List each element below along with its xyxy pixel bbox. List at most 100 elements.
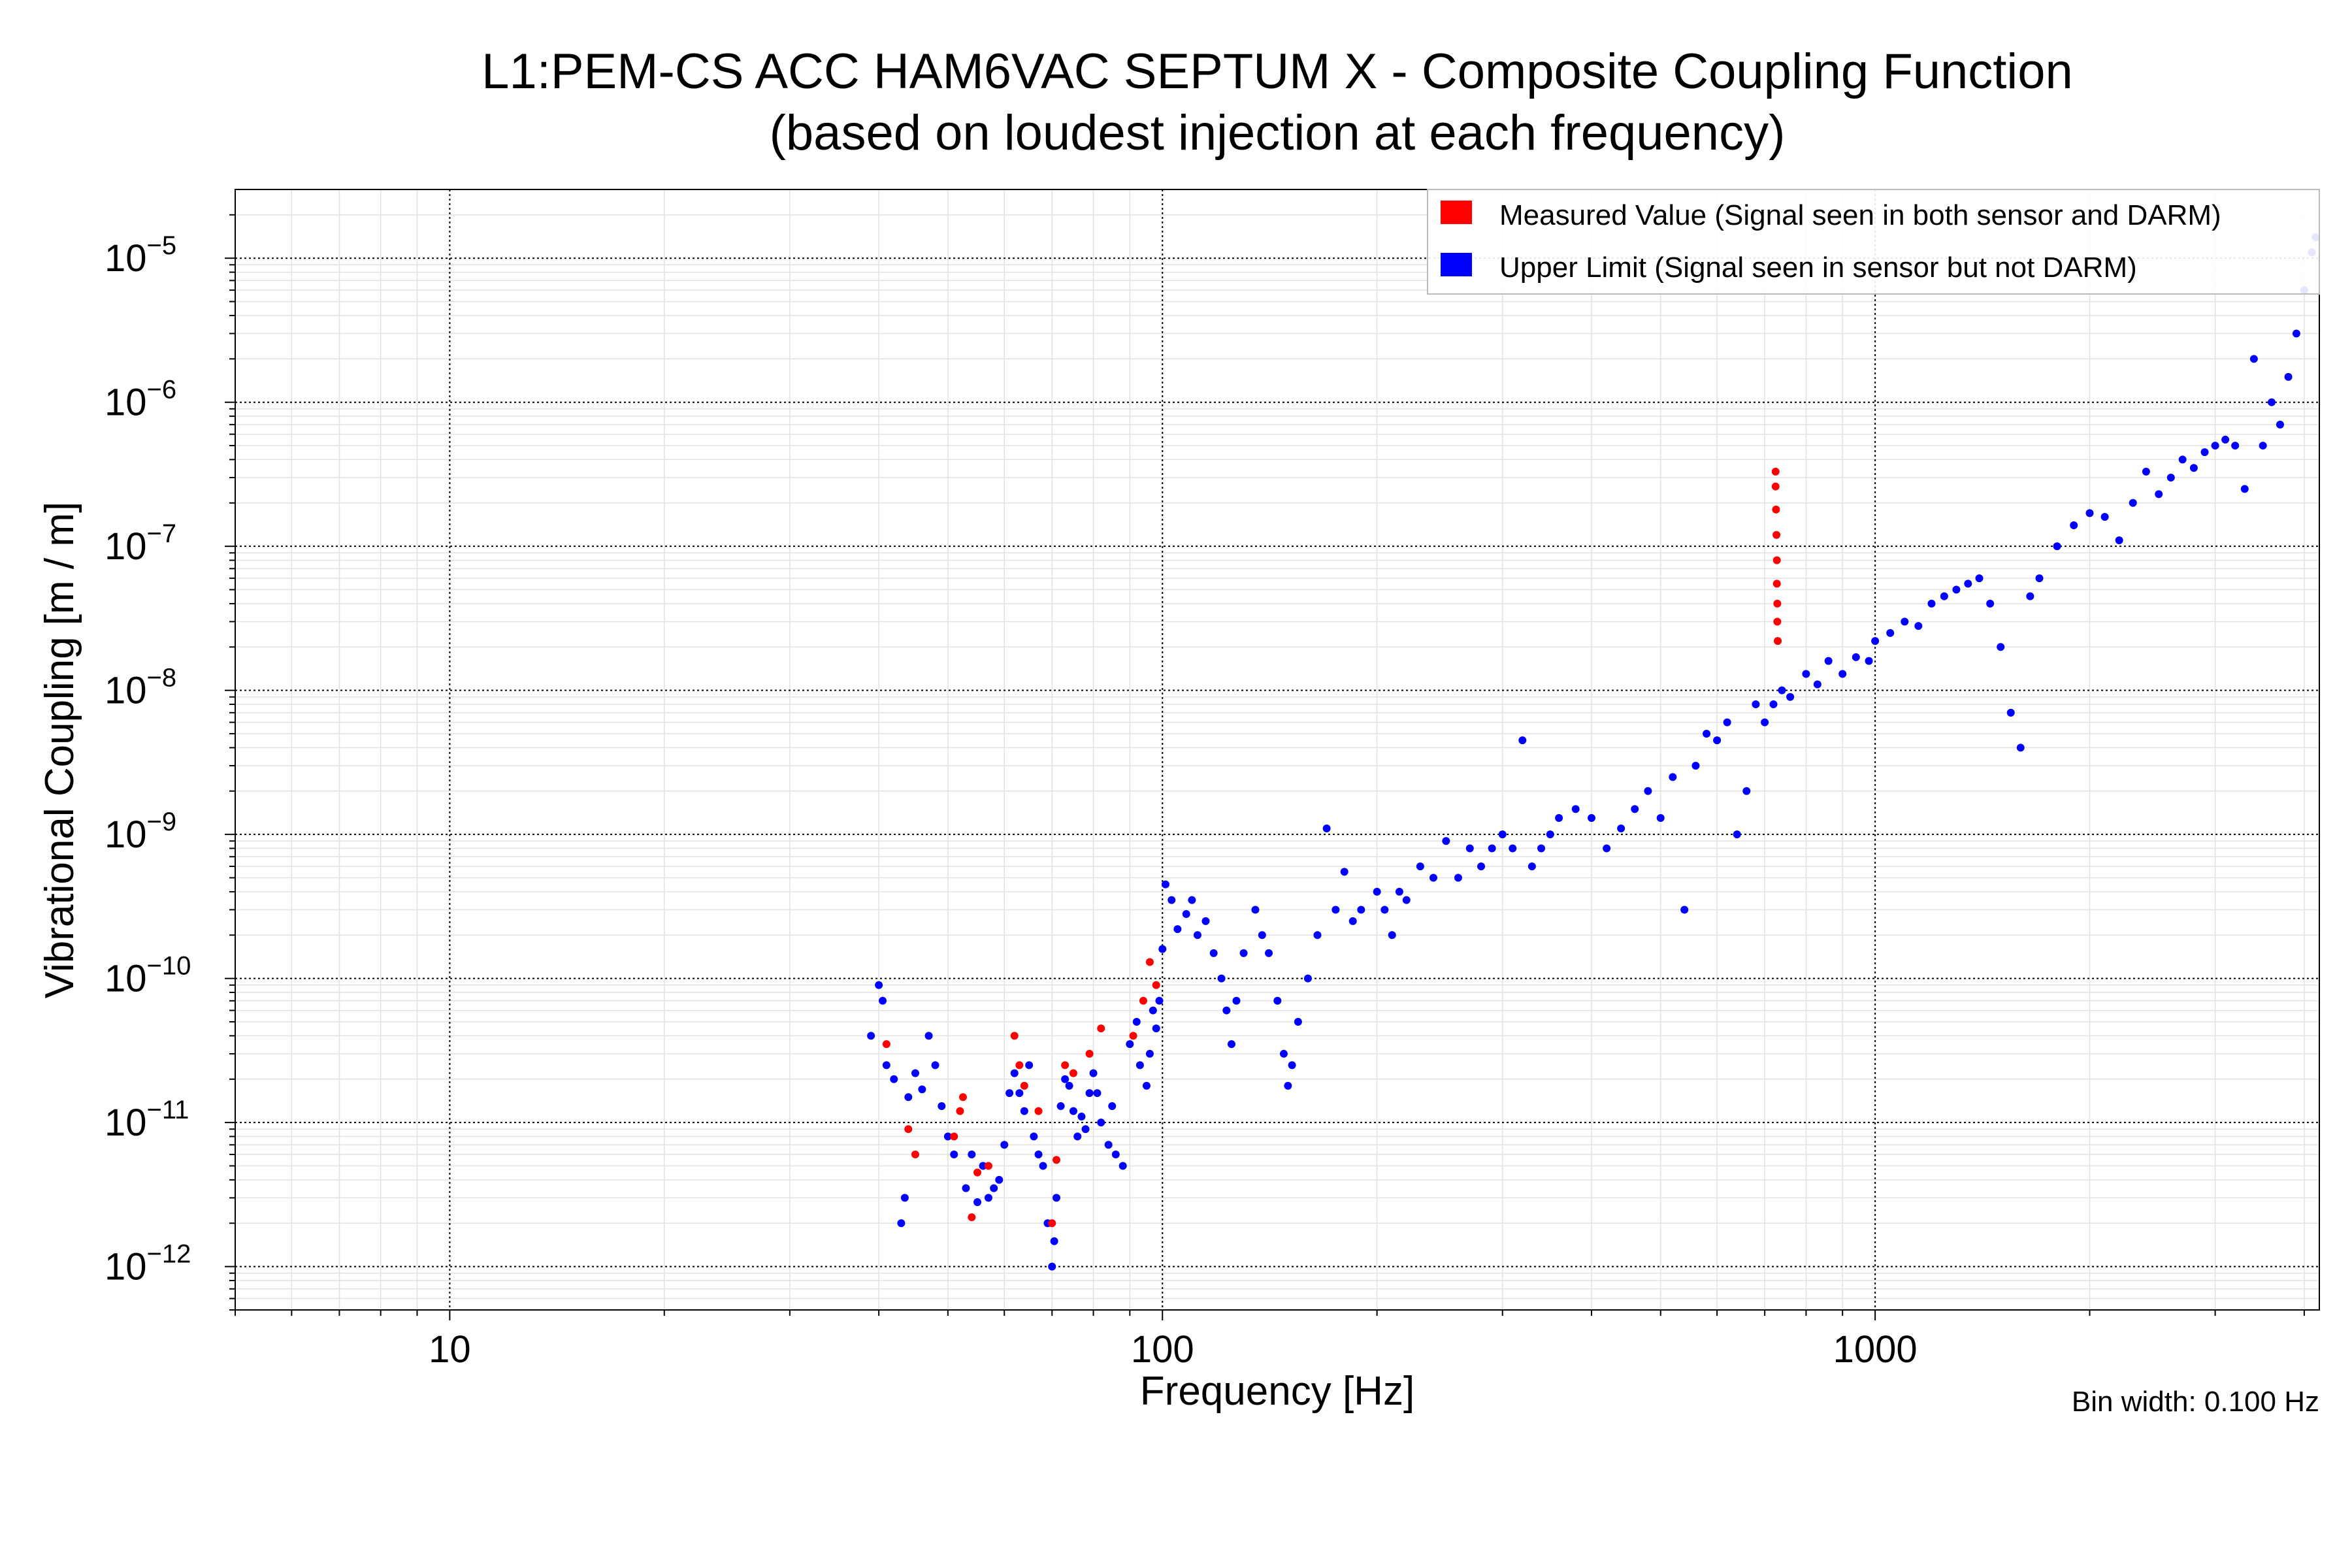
y-tick-label: 10−5 <box>105 231 176 280</box>
measured-point <box>1129 1032 1137 1040</box>
y-tick-label-exponent: −10 <box>147 952 191 981</box>
upper-limit-point <box>1357 906 1365 914</box>
y-tick-label-base: 10 <box>105 525 147 568</box>
measured-point <box>1152 981 1160 989</box>
y-tick-label: 10−8 <box>105 664 176 712</box>
upper-limit-point <box>968 1151 976 1159</box>
upper-limit-point <box>1158 945 1167 953</box>
upper-limit-point <box>1265 949 1273 957</box>
upper-limit-point <box>1555 814 1563 823</box>
y-tick-label-base: 10 <box>105 813 147 856</box>
chart-title-line-1: L1:PEM-CS ACC HAM6VAC SEPTUM X - Composi… <box>482 44 2073 99</box>
upper-limit-point <box>2211 442 2219 450</box>
upper-limit-point <box>2035 574 2044 583</box>
upper-limit-point <box>1010 1069 1019 1077</box>
upper-limit-point <box>1703 730 1711 738</box>
y-tick-label-base: 10 <box>105 958 147 1000</box>
upper-limit-point <box>1997 643 2005 651</box>
upper-limit-point <box>1182 910 1190 919</box>
upper-limit-point <box>2016 743 2025 752</box>
upper-limit-point <box>1416 862 1424 871</box>
measured-point <box>950 1132 958 1141</box>
measured-point <box>1772 556 1781 564</box>
upper-limit-point <box>1331 906 1340 914</box>
x-tick-label: 10 <box>429 1328 471 1371</box>
upper-limit-point <box>1258 931 1266 939</box>
upper-limit-point <box>1145 1049 1154 1058</box>
upper-limit-point <box>1005 1089 1014 1098</box>
upper-limit-point <box>973 1198 982 1207</box>
upper-limit-point <box>1052 1194 1060 1202</box>
y-tick-label-exponent: −8 <box>147 664 177 693</box>
measured-point <box>984 1162 992 1170</box>
measured-point <box>1773 599 1782 608</box>
upper-limit-point <box>1056 1102 1065 1111</box>
upper-limit-point <box>950 1151 958 1159</box>
measured-point <box>1097 1024 1105 1033</box>
upper-limit-point <box>1477 862 1486 871</box>
x-tick-label: 1000 <box>1833 1328 1918 1371</box>
upper-limit-point <box>1034 1151 1043 1159</box>
measured-point <box>1771 467 1780 476</box>
upper-limit-point <box>1015 1089 1024 1098</box>
upper-limit-point <box>1813 680 1821 689</box>
upper-limit-point <box>1380 906 1389 914</box>
upper-limit-point <box>1168 896 1176 904</box>
axis-ticks: 10 100 100010−1210−1110−1010−910−810−710−6… <box>105 214 2305 1371</box>
measured-point <box>1772 505 1780 514</box>
legend-swatch-upper-limit <box>1441 253 1472 276</box>
y-tick-label: 10−10 <box>105 952 191 1000</box>
upper-limit-point <box>2166 473 2175 482</box>
upper-limit-point <box>2221 435 2230 444</box>
y-tick-label-base: 10 <box>105 382 147 424</box>
upper-limit-point <box>1680 906 1689 914</box>
upper-limit-point <box>1073 1132 1082 1141</box>
upper-limit-point <box>1388 931 1396 939</box>
measured-point <box>968 1213 976 1222</box>
upper-limit-point <box>1603 844 1611 853</box>
upper-limit-point <box>1742 787 1751 795</box>
upper-limit-point <box>2115 536 2123 545</box>
upper-limit-point <box>1173 925 1182 934</box>
measured-point <box>904 1125 913 1134</box>
x-axis-label: Frequency [Hz] <box>1140 1369 1414 1414</box>
legend-label-measured: Measured Value (Signal seen in both sens… <box>1499 199 2221 231</box>
upper-limit-point <box>1656 814 1665 823</box>
measured-point <box>1773 617 1782 626</box>
upper-limit-point <box>1964 580 1972 588</box>
upper-limit-point <box>2006 708 2015 717</box>
measured-point <box>958 1093 967 1102</box>
upper-limit-point <box>2178 455 2187 464</box>
upper-limit-point <box>1752 700 1760 709</box>
y-tick-label-exponent: −12 <box>147 1240 191 1269</box>
legend-box <box>1427 189 2320 295</box>
measured-point <box>956 1107 964 1115</box>
upper-limit-point <box>2292 329 2300 338</box>
upper-limit-point <box>2085 509 2094 517</box>
upper-limit-point <box>2053 542 2061 551</box>
upper-limit-point <box>2200 448 2209 457</box>
x-tick-label: 100 <box>1131 1328 1194 1371</box>
upper-limit-point <box>1518 736 1527 745</box>
y-tick-label: 10−7 <box>105 519 176 568</box>
chart-title-line-2: (based on loudest injection at each freq… <box>769 105 1786 161</box>
upper-limit-point <box>1886 629 1895 637</box>
upper-limit-point <box>1975 574 1984 583</box>
y-tick-label-exponent: −9 <box>147 808 177 836</box>
upper-limit-point <box>1769 700 1778 709</box>
upper-limit-point <box>1069 1107 1077 1115</box>
grid-lines <box>235 189 2319 1311</box>
upper-limit-point <box>1050 1237 1058 1245</box>
measured-point <box>1020 1081 1028 1090</box>
upper-limit-point <box>1085 1089 1094 1098</box>
legend-swatch-measured <box>1441 201 1472 224</box>
upper-limit-point <box>1104 1141 1113 1149</box>
upper-limit-point <box>2026 592 2034 600</box>
series-upper-limit <box>867 233 2320 1271</box>
data-series <box>867 233 2320 1271</box>
upper-limit-point <box>2249 355 2258 363</box>
legend-label-upper-limit: Upper Limit (Signal seen in sensor but n… <box>1499 252 2137 284</box>
upper-limit-point <box>1201 917 1210 925</box>
measured-point <box>1772 580 1781 588</box>
upper-limit-point <box>1669 773 1677 781</box>
